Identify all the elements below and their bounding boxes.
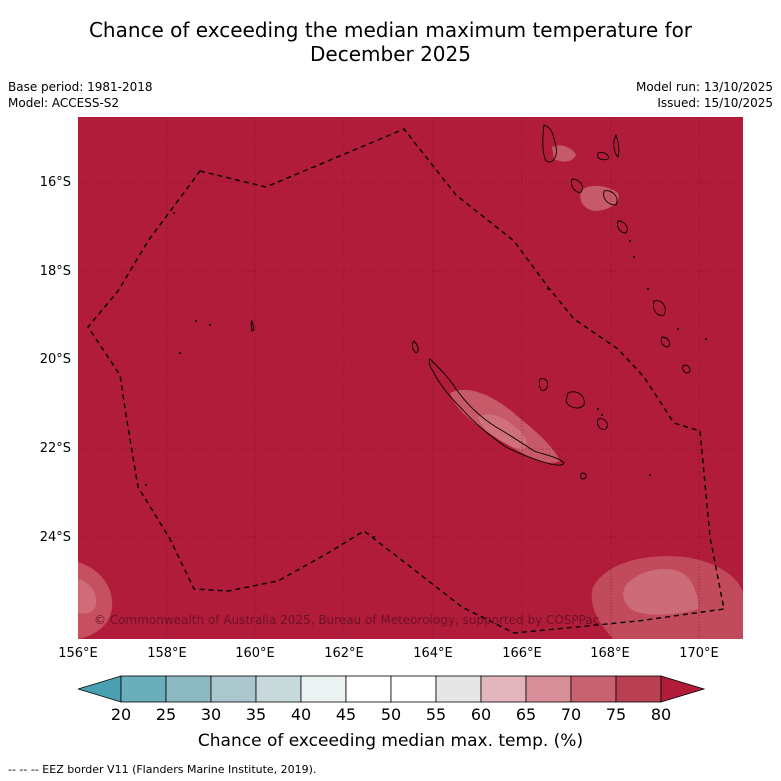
colorbar <box>78 675 705 703</box>
small-islands <box>145 212 707 538</box>
lon-label-164e: 164°E <box>413 646 453 661</box>
colorbar-cell-50-55 <box>390 675 437 703</box>
coastlines <box>250 124 691 480</box>
shade-vanuatu-north <box>552 145 576 162</box>
lat-label-16s: 16°S <box>39 175 71 190</box>
colorbar-tick-30: 30 <box>200 705 222 724</box>
lat-label-22s: 22°S <box>39 441 71 456</box>
lon-label-166e: 166°E <box>502 646 542 661</box>
island-mare <box>597 418 608 430</box>
island-maewo <box>613 133 620 158</box>
map-area[interactable]: © Commonwealth of Australia 2025, Bureau… <box>78 117 743 639</box>
island-tanna <box>660 336 671 348</box>
colorbar-tick-70: 70 <box>560 705 582 724</box>
colorbar-cell-35-40 <box>255 675 302 703</box>
island-walpole <box>580 472 587 480</box>
colorbar-tick-45: 45 <box>335 705 357 724</box>
colorbar-cell-65-70 <box>525 675 572 703</box>
island-belep <box>411 340 419 354</box>
lon-label-162e: 162°E <box>324 646 364 661</box>
colorbar-tick-25: 25 <box>155 705 177 724</box>
lon-label-156e: 156°E <box>58 646 98 661</box>
meta-left: Base period: 1981-2018 Model: ACCESS-S2 <box>8 79 153 111</box>
base-period: Base period: 1981-2018 <box>8 80 153 94</box>
island-espiritu-santo <box>542 124 557 163</box>
eez-border <box>87 128 725 634</box>
lon-label-160e: 160°E <box>235 646 275 661</box>
colorbar-tick-80: 80 <box>650 705 672 724</box>
island-ambae <box>597 152 609 161</box>
island-chesterfield <box>250 319 255 332</box>
colorbar-tick-60: 60 <box>470 705 492 724</box>
colorbar-cell-70-75 <box>570 675 617 703</box>
colorbar-tick-40: 40 <box>290 705 312 724</box>
map-canvas <box>78 117 743 639</box>
colorbar-tick-75: 75 <box>605 705 627 724</box>
island-malakula <box>571 178 583 194</box>
meta-right: Model run: 13/10/2025 Issued: 15/10/2025 <box>636 79 773 111</box>
title-line-1: Chance of exceeding the median maximum t… <box>88 18 693 42</box>
colorbar-tick-35: 35 <box>245 705 267 724</box>
shade-vanuatu <box>580 185 619 211</box>
colorbar-cell-60-65 <box>480 675 527 703</box>
lat-label-18s: 18°S <box>39 264 71 279</box>
lon-label-158e: 158°E <box>147 646 187 661</box>
title-line-2: December 2025 <box>310 42 471 66</box>
island-ouvea <box>539 378 549 391</box>
shade-se-inner <box>623 569 699 615</box>
island-lifou <box>565 391 585 409</box>
eez-legend: -- -- -- EEZ border V11 (Flanders Marine… <box>8 763 317 776</box>
colorbar-tick-50: 50 <box>380 705 402 724</box>
model-name: Model: ACCESS-S2 <box>8 96 120 110</box>
colorbar-extend-low <box>78 675 122 703</box>
issued-date: Issued: 15/10/2025 <box>657 96 773 110</box>
colorbar-tick-65: 65 <box>515 705 537 724</box>
island-epi <box>603 190 618 206</box>
lon-label-170e: 170°E <box>679 646 719 661</box>
colorbar-cell-55-60 <box>435 675 482 703</box>
colorbar-cells <box>78 675 705 703</box>
chart-title: Chance of exceeding the median maximum t… <box>0 18 781 66</box>
colorbar-label: Chance of exceeding median max. temp. (%… <box>197 731 584 751</box>
colorbar-cell-40-45 <box>300 675 347 703</box>
colorbar-cell-75-80 <box>615 675 662 703</box>
copyright-notice: © Commonwealth of Australia 2025, Bureau… <box>94 613 600 627</box>
lat-label-20s: 20°S <box>39 352 71 367</box>
colorbar-cell-20-25 <box>120 675 167 703</box>
probability-shading <box>78 145 743 639</box>
shade-sw-inner <box>78 579 97 614</box>
lat-label-24s: 24°S <box>39 530 71 545</box>
colorbar-tick-20: 20 <box>110 705 132 724</box>
island-erromango <box>653 300 666 316</box>
lon-label-168e: 168°E <box>590 646 630 661</box>
island-aneityum <box>682 364 691 374</box>
colorbar-cell-30-35 <box>210 675 257 703</box>
new-caledonia <box>428 358 565 466</box>
colorbar-cell-25-30 <box>165 675 212 703</box>
colorbar-tick-55: 55 <box>425 705 447 724</box>
model-run: Model run: 13/10/2025 <box>635 80 773 94</box>
island-efate <box>617 220 628 234</box>
colorbar-extend-high <box>660 675 705 703</box>
colorbar-cell-45-50 <box>345 675 392 703</box>
